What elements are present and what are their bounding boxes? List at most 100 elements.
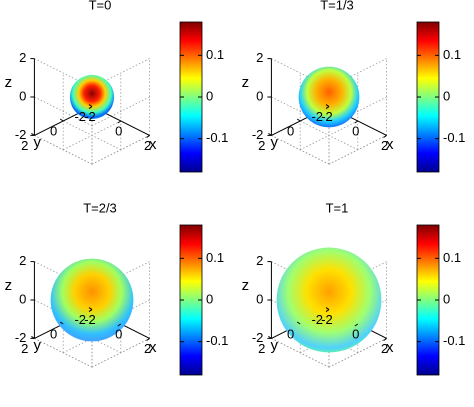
y-tick-label: 0 bbox=[50, 123, 57, 138]
x-tick-label: 0 bbox=[352, 326, 359, 341]
z-tick-label: 2 bbox=[19, 50, 26, 65]
x-tick bbox=[117, 120, 122, 124]
y-tick bbox=[88, 104, 93, 108]
x-tick bbox=[146, 134, 150, 138]
y-tick bbox=[325, 104, 330, 108]
sphere-surface bbox=[69, 74, 115, 120]
y-axis-label: y bbox=[270, 337, 278, 354]
x-axis-label: x bbox=[149, 136, 157, 153]
z-tick-label: 0 bbox=[256, 291, 263, 306]
y-tick bbox=[59, 321, 64, 325]
y-axis-label: y bbox=[33, 337, 41, 354]
x-axis-label: x bbox=[386, 136, 394, 153]
y-tick bbox=[59, 118, 64, 122]
x-tick-label: 2 bbox=[381, 341, 388, 356]
z-axis-label: z bbox=[242, 74, 250, 91]
y-tick-label: -2 bbox=[311, 109, 323, 124]
y-tick bbox=[296, 118, 301, 122]
grid-line bbox=[34, 338, 93, 368]
colorbar-tick-label: 0 bbox=[443, 291, 450, 306]
grid-line bbox=[34, 135, 93, 165]
grid-line bbox=[328, 135, 387, 165]
x-tick-label: 0 bbox=[115, 326, 122, 341]
z-tick-label: 0 bbox=[256, 88, 263, 103]
z-axis-label: z bbox=[242, 277, 250, 294]
colorbar-tick-label: -0.1 bbox=[443, 130, 465, 145]
y-axis-label: y bbox=[33, 134, 41, 151]
colorbar-tick-label: 0 bbox=[206, 291, 213, 306]
x-tick bbox=[383, 134, 387, 138]
x-tick bbox=[88, 106, 93, 110]
x-tick bbox=[383, 337, 387, 341]
y-tick-label: -2 bbox=[74, 109, 86, 124]
z-axis-label: z bbox=[5, 277, 13, 294]
grid-line bbox=[34, 96, 93, 127]
x-tick bbox=[117, 323, 122, 327]
colorbar-tick-label: 0.1 bbox=[206, 47, 224, 62]
sphere-surface bbox=[50, 258, 134, 342]
y-tick-label: 0 bbox=[287, 123, 294, 138]
colorbar-tick-label: 0.1 bbox=[206, 250, 224, 265]
x-axis-label: x bbox=[149, 339, 157, 356]
z-axis-label: z bbox=[5, 74, 13, 91]
z-tick-label: -2 bbox=[252, 330, 264, 345]
colorbar-tick-label: -0.1 bbox=[443, 333, 465, 348]
z-tick-label: 2 bbox=[256, 50, 263, 65]
y-tick-label: 2 bbox=[258, 341, 265, 356]
x-tick-label: -2 bbox=[84, 312, 96, 327]
x-tick-label: -2 bbox=[321, 312, 333, 327]
z-tick-label: 0 bbox=[19, 291, 26, 306]
colorbar-tick-label: 0 bbox=[443, 88, 450, 103]
colorbar-tick-label: 0 bbox=[206, 88, 213, 103]
y-axis-label: y bbox=[270, 134, 278, 151]
grid-line bbox=[328, 338, 387, 368]
colorbar-tick-label: -0.1 bbox=[206, 130, 228, 145]
y-tick bbox=[88, 307, 93, 311]
y-tick bbox=[325, 307, 330, 311]
colorbar-tick-label: 0.1 bbox=[443, 250, 461, 265]
panel-title: T=1/3 bbox=[320, 0, 354, 12]
z-tick-label: 2 bbox=[256, 253, 263, 268]
y-tick-label: -2 bbox=[311, 312, 323, 327]
y-tick-label: 2 bbox=[21, 138, 28, 153]
x-tick bbox=[325, 106, 330, 110]
x-tick bbox=[146, 337, 150, 341]
x-tick bbox=[354, 323, 359, 327]
x-tick-label: -2 bbox=[84, 109, 96, 124]
x-tick-label: 2 bbox=[144, 138, 151, 153]
colorbar-tick-label: 0.1 bbox=[443, 47, 461, 62]
x-tick-label: 2 bbox=[381, 138, 388, 153]
x-tick-label: 0 bbox=[352, 123, 359, 138]
z-tick-label: 2 bbox=[19, 253, 26, 268]
panel-title: T=2/3 bbox=[83, 200, 117, 215]
z-tick-label: -2 bbox=[15, 330, 27, 345]
y-tick-label: 0 bbox=[287, 326, 294, 341]
grid-line bbox=[91, 338, 150, 368]
sphere-surface bbox=[298, 66, 360, 128]
x-tick-label: 2 bbox=[144, 341, 151, 356]
panel-title: T=0 bbox=[89, 0, 112, 12]
grid-line bbox=[271, 338, 330, 368]
y-tick-label: -2 bbox=[74, 312, 86, 327]
x-tick bbox=[325, 309, 330, 313]
x-tick-label: -2 bbox=[321, 109, 333, 124]
grid-line bbox=[271, 135, 330, 165]
x-tick-label: 0 bbox=[115, 123, 122, 138]
z-tick-label: -2 bbox=[252, 127, 264, 142]
grid-line bbox=[91, 96, 150, 127]
z-tick-label: -2 bbox=[15, 127, 27, 142]
z-tick-label: 0 bbox=[19, 88, 26, 103]
y-tick-label: 0 bbox=[50, 326, 57, 341]
x-tick bbox=[354, 120, 359, 124]
y-tick-label: 2 bbox=[21, 341, 28, 356]
grid-line bbox=[91, 135, 150, 165]
colorbar-tick-label: -0.1 bbox=[206, 333, 228, 348]
panel-title: T=1 bbox=[326, 200, 349, 215]
y-tick bbox=[296, 321, 301, 325]
y-tick-label: 2 bbox=[258, 138, 265, 153]
